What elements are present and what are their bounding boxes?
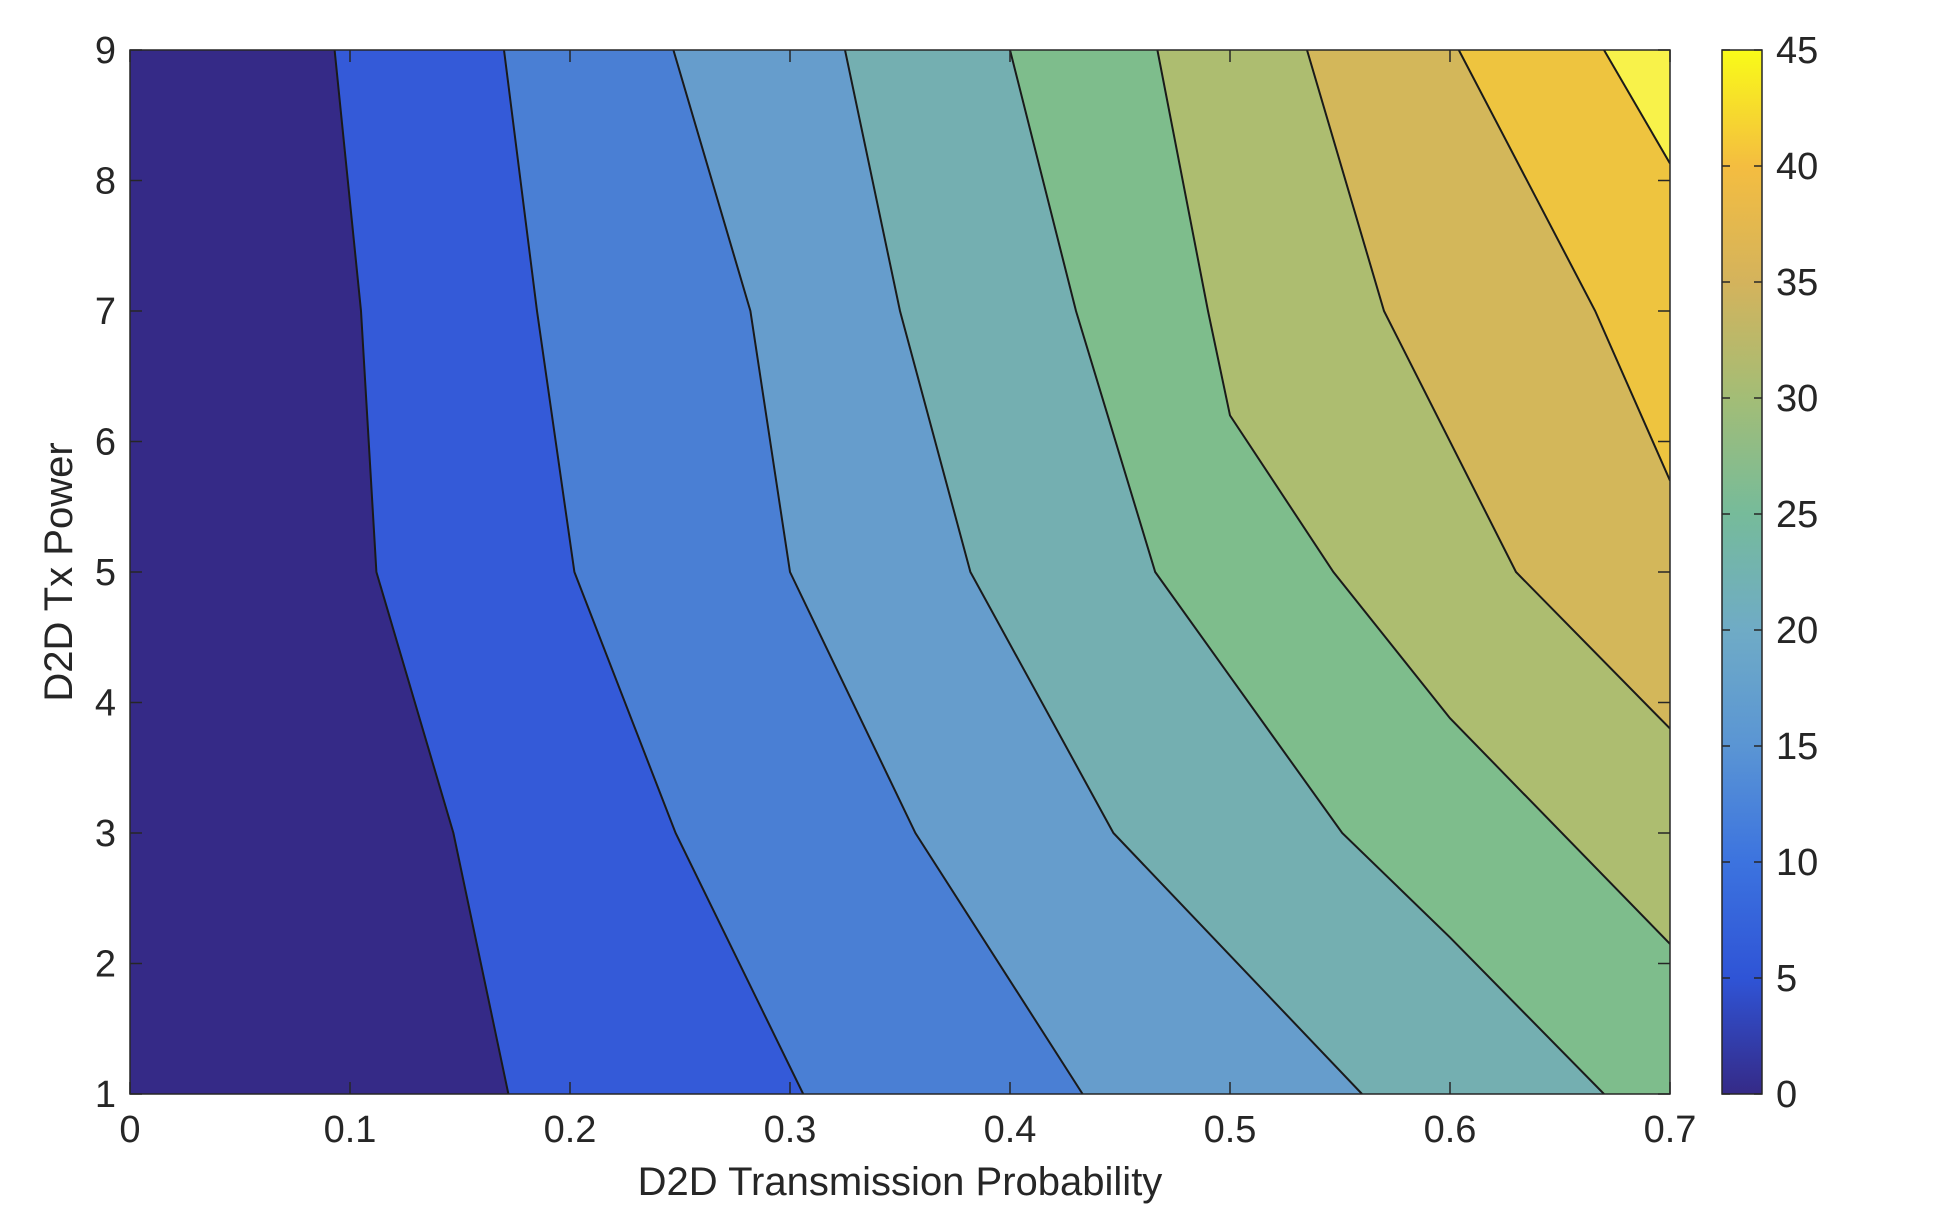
y-tick-label: 2 <box>95 944 116 986</box>
y-tick-label: 7 <box>95 291 116 333</box>
colorbar-tick-label: 30 <box>1776 378 1818 420</box>
colorbar: 0 5 10 15 20 25 30 35 40 45 <box>1721 30 1818 1116</box>
colorbar-tick-label: 40 <box>1776 146 1818 188</box>
contour-line-10 <box>503 50 805 1094</box>
colorbar-tick-label: 45 <box>1776 30 1818 72</box>
colorbar-tick-label: 20 <box>1776 610 1818 652</box>
y-axis: 1 2 3 4 5 6 7 8 9 <box>95 30 1670 1116</box>
colorbar-tick-label: 35 <box>1776 262 1818 304</box>
x-tick-label: 0.6 <box>1424 1109 1477 1151</box>
y-tick-label: 4 <box>95 683 116 725</box>
x-axis: 0 0.1 0.2 0.3 0.4 0.5 0.6 0.7 <box>119 50 1696 1151</box>
contour-line-20 <box>844 50 1363 1094</box>
y-tick-label: 3 <box>95 813 116 855</box>
x-tick-label: 0.5 <box>1204 1109 1257 1151</box>
x-tick-label: 0.4 <box>984 1109 1037 1151</box>
y-tick-label: 9 <box>95 30 116 72</box>
x-tick-label: 0 <box>119 1109 140 1151</box>
y-tick-label: 1 <box>95 1074 116 1116</box>
colorbar-tick-label: 0 <box>1776 1074 1797 1116</box>
contour-line-15 <box>672 50 1084 1094</box>
contour-line-40 <box>1457 50 1670 482</box>
y-tick-label: 6 <box>95 422 116 464</box>
contour-line-30 <box>1156 50 1670 945</box>
contour-line-25 <box>1009 50 1605 1094</box>
contour-line-5 <box>333 50 510 1094</box>
colorbar-tick-label: 10 <box>1776 842 1818 884</box>
x-tick-label: 0.2 <box>544 1109 597 1151</box>
x-axis-label: D2D Transmission Probability <box>638 1160 1163 1204</box>
y-axis-label: D2D Tx Power <box>37 442 81 701</box>
y-tick-label: 5 <box>95 552 116 594</box>
colorbar-tick-label: 15 <box>1776 726 1818 768</box>
x-tick-label: 0.3 <box>764 1109 817 1151</box>
plot-area <box>130 50 1670 1094</box>
colorbar-gradient <box>1721 49 1763 1095</box>
x-tick-label: 0.7 <box>1644 1109 1697 1151</box>
colorbar-tick-label: 5 <box>1776 958 1797 1000</box>
colorbar-tick-label: 25 <box>1776 494 1818 536</box>
contour-line-45 <box>1603 50 1670 165</box>
contour-line-35 <box>1306 50 1670 730</box>
x-tick-label: 0.1 <box>324 1109 377 1151</box>
contour-band-40 <box>1458 50 1670 481</box>
y-tick-label: 8 <box>95 161 116 203</box>
